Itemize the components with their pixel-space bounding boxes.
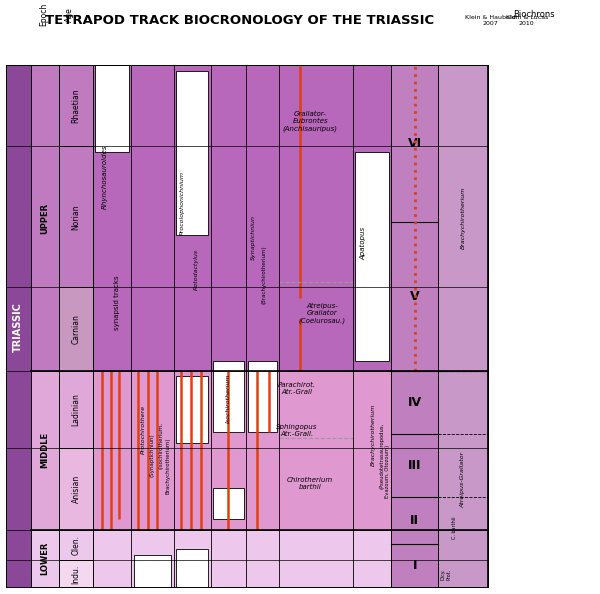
Text: V: V	[410, 290, 419, 303]
Bar	[31, 371, 59, 529]
Bar	[248, 361, 277, 432]
Text: Dicy.: Dicy.	[441, 568, 446, 580]
Text: Evazoum, Otozoum): Evazoum, Otozoum)	[385, 444, 389, 498]
Text: Parachirot.
Atr.-Grall: Parachirot. Atr.-Grall	[278, 382, 316, 395]
Bar	[355, 151, 389, 361]
Text: Ladinian: Ladinian	[71, 393, 80, 426]
Bar	[134, 555, 171, 588]
Text: (Pseudotetrasauropodus,: (Pseudotetrasauropodus,	[380, 422, 385, 489]
Text: Carnian: Carnian	[71, 314, 80, 345]
Text: Rhaetian: Rhaetian	[71, 89, 80, 123]
Text: Procolophonichnium: Procolophonichnium	[180, 170, 185, 235]
Bar	[93, 65, 391, 371]
Text: I: I	[412, 560, 417, 573]
Text: Rhynchosauroides: Rhynchosauroides	[102, 144, 108, 208]
Text: synapsid tracks: synapsid tracks	[113, 276, 119, 330]
Text: Grallator-
Eubrontes
(Anchisauripus): Grallator- Eubrontes (Anchisauripus)	[283, 111, 338, 132]
Text: Indu.: Indu.	[71, 564, 80, 583]
Bar	[59, 560, 93, 588]
Bar	[213, 361, 244, 432]
Text: Age: Age	[65, 8, 74, 22]
Bar	[391, 65, 438, 588]
Text: C. barthii: C. barthii	[452, 517, 457, 539]
Bar	[31, 529, 59, 588]
Text: Brachychirotherium): Brachychirotherium)	[166, 438, 171, 494]
Bar	[59, 529, 93, 560]
Bar	[93, 529, 391, 588]
Text: Prot.: Prot.	[446, 568, 451, 580]
Bar	[95, 65, 129, 151]
Bar	[6, 65, 488, 588]
Text: UPPER: UPPER	[40, 203, 49, 234]
Text: Apatopus: Apatopus	[361, 226, 367, 260]
Text: LOWER: LOWER	[40, 542, 49, 576]
Text: Sphingopus
Atr.-Grall.: Sphingopus Atr.-Grall.	[277, 424, 318, 437]
Text: (Brachychirotherium): (Brachychirotherium)	[261, 245, 266, 304]
Text: Biochrons: Biochrons	[513, 10, 555, 20]
Text: MIDDLE: MIDDLE	[40, 432, 49, 469]
Text: Chirotherium
barthii: Chirotherium barthii	[287, 477, 334, 490]
Text: Norian: Norian	[71, 204, 80, 230]
Text: (Synaptichniun): (Synaptichniun)	[150, 434, 155, 478]
Bar	[31, 65, 59, 371]
Text: Isochirotherium: Isochirotherium	[226, 373, 231, 423]
Text: III: III	[408, 459, 421, 472]
Bar	[59, 371, 93, 448]
Text: Protochirothere: Protochirothere	[141, 405, 146, 454]
Text: Atreipus-
Grallator
(Coelurosau.): Atreipus- Grallator (Coelurosau.)	[298, 304, 346, 324]
Text: IV: IV	[407, 396, 422, 409]
Bar	[438, 65, 488, 588]
Bar	[176, 549, 208, 588]
Text: (Isochirotherium,: (Isochirotherium,	[159, 422, 164, 469]
Text: Rotodactylus: Rotodactylus	[193, 249, 199, 290]
Bar	[213, 488, 244, 519]
Text: Synaptichniun: Synaptichniun	[251, 216, 256, 260]
Text: VI: VI	[407, 137, 422, 150]
Text: Brachychirotherium: Brachychirotherium	[461, 187, 466, 249]
Bar	[59, 448, 93, 529]
Text: Klein & Lucas
2010: Klein & Lucas 2010	[506, 15, 548, 26]
Text: Brachychirotherium: Brachychirotherium	[371, 403, 376, 466]
Text: TETRAPOD TRACK BIOCRONOLOGY OF THE TRIASSIC: TETRAPOD TRACK BIOCRONOLOGY OF THE TRIAS…	[46, 14, 434, 27]
Bar	[6, 65, 31, 588]
Text: II: II	[410, 514, 419, 527]
Text: Klein & Haubold
2007: Klein & Haubold 2007	[465, 15, 515, 26]
Bar	[59, 65, 93, 146]
Bar	[93, 371, 391, 529]
Bar	[176, 377, 208, 443]
Bar	[59, 146, 93, 287]
Text: Anisian: Anisian	[71, 475, 80, 503]
Bar	[176, 71, 208, 235]
Text: Atreipus-Grallator: Atreipus-Grallator	[461, 451, 466, 508]
Text: Epoch: Epoch	[40, 3, 48, 27]
Text: TRIASSIC: TRIASSIC	[13, 302, 23, 352]
Bar	[59, 287, 93, 371]
Text: Olen.: Olen.	[71, 535, 80, 555]
